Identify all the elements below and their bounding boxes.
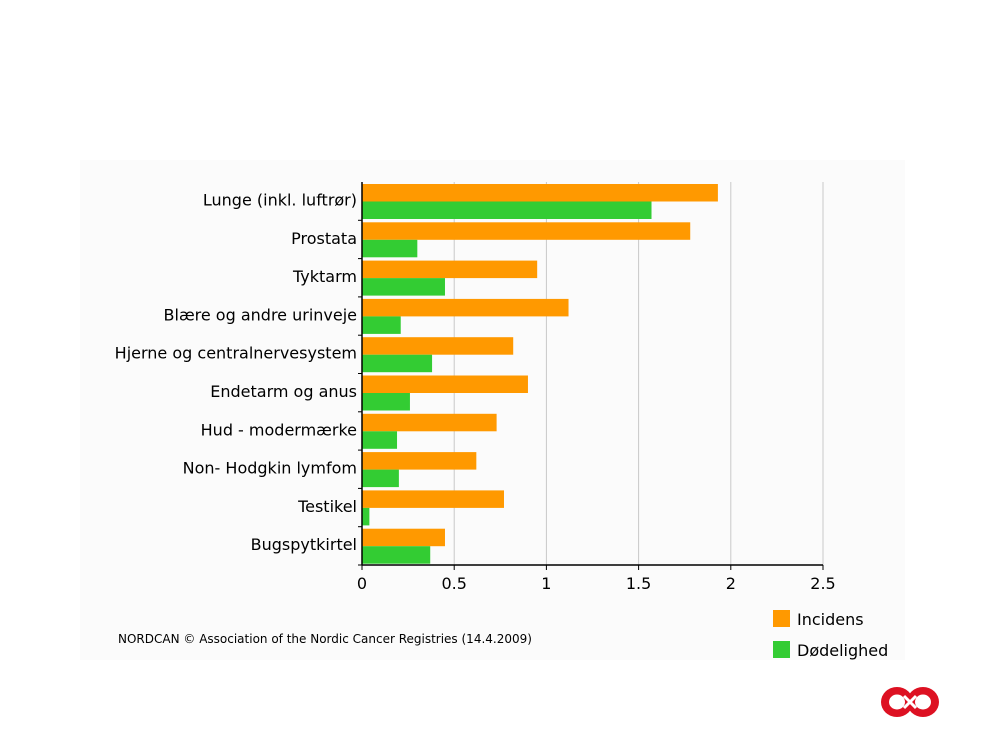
category-label: Non- Hodgkin lymfom <box>183 459 357 478</box>
legend-swatch <box>773 641 790 658</box>
x-tick-label: 0.5 <box>441 574 466 593</box>
bar-doedelighed <box>362 354 433 373</box>
x-tick-labels: 0 0.5 1 1.5 2 2.5 <box>357 574 836 593</box>
category-label: Endetarm og anus <box>210 382 357 401</box>
bar-doedelighed <box>362 431 398 449</box>
bar-incidens <box>362 337 514 355</box>
bar-doedelighed <box>362 393 410 411</box>
bar-doedelighed <box>362 201 652 219</box>
x-tick-label: 1 <box>541 574 551 593</box>
bar-incidens <box>362 222 691 240</box>
bar-incidens <box>362 260 538 279</box>
bar-doedelighed <box>362 278 445 296</box>
infinity-logo-icon <box>881 687 939 717</box>
logo-left-hole <box>889 694 905 710</box>
category-label: Hjerne og centralnervesystem <box>115 344 357 363</box>
axes <box>358 182 824 570</box>
x-tick-label: 2.5 <box>810 574 835 593</box>
bar-doedelighed <box>362 507 370 526</box>
bar-doedelighed <box>362 469 399 488</box>
category-labels: Lunge (inkl. luftrør) Prostata Tyktarm Blær… <box>115 191 357 555</box>
bar-doedelighed <box>362 546 431 564</box>
bar-incidens <box>362 184 718 202</box>
bars <box>362 184 718 564</box>
category-label: Bugspytkirtel <box>251 535 357 554</box>
bar-incidens <box>362 298 569 317</box>
x-tick-label: 0 <box>357 574 367 593</box>
source-note: NORDCAN © Association of the Nordic Canc… <box>118 632 532 646</box>
legend-label: Dødelighed <box>797 641 888 660</box>
bar-incidens <box>362 452 477 470</box>
x-tick-label: 1.5 <box>626 574 651 593</box>
logo-center-cross <box>902 694 918 710</box>
x-tick-label: 2 <box>726 574 736 593</box>
legend: Incidens Dødelighed <box>773 610 888 660</box>
bar-doedelighed <box>362 316 401 334</box>
bar-incidens <box>362 413 497 432</box>
bar-incidens <box>362 375 528 393</box>
bar-incidens <box>362 528 445 547</box>
legend-swatch <box>773 610 790 627</box>
category-label: Prostata <box>291 229 357 248</box>
category-label: Testikel <box>297 497 357 516</box>
category-label: Tyktarm <box>292 267 357 286</box>
category-label: Blære og andre urinveje <box>164 305 357 324</box>
bar-doedelighed <box>362 239 418 258</box>
chart-panel <box>80 160 905 660</box>
category-label: Lunge (inkl. luftrør) <box>203 191 357 210</box>
legend-label: Incidens <box>797 610 864 629</box>
category-label: Hud - modermærke <box>201 420 357 439</box>
bar-incidens <box>362 490 504 508</box>
logo-right-hole <box>915 694 931 710</box>
